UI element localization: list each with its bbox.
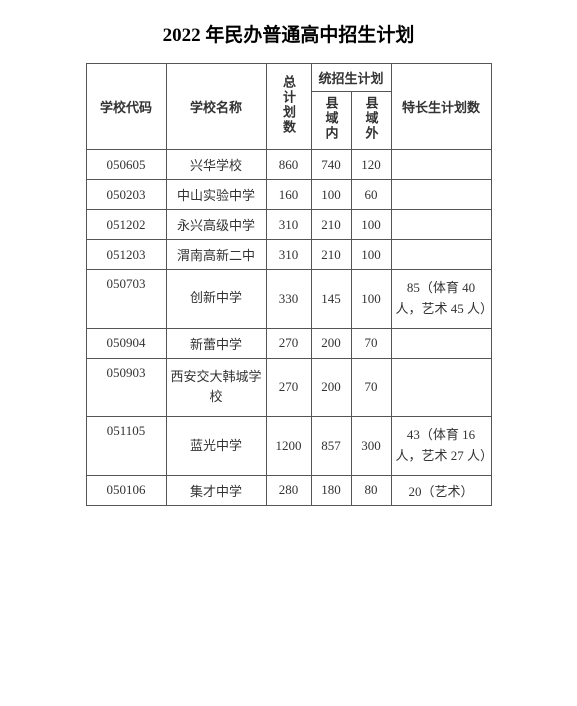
cell-spec — [391, 150, 491, 180]
header-inside: 县域内 — [311, 92, 351, 150]
cell-spec — [391, 358, 491, 417]
table-row: 050903 西安交大韩城学校 270 200 70 — [86, 358, 491, 417]
cell-spec: 43（体育 16 人，艺术 27 人） — [391, 417, 491, 476]
cell-name: 新蕾中学 — [166, 328, 266, 358]
cell-name: 集才中学 — [166, 475, 266, 505]
cell-out: 100 — [351, 240, 391, 270]
header-outside: 县域外 — [351, 92, 391, 150]
cell-code: 051105 — [86, 417, 166, 476]
cell-name: 创新中学 — [166, 270, 266, 329]
table-row: 051202 永兴高级中学 310 210 100 — [86, 210, 491, 240]
cell-total: 310 — [266, 240, 311, 270]
cell-out: 300 — [351, 417, 391, 476]
cell-name: 西安交大韩城学校 — [166, 358, 266, 417]
cell-total: 310 — [266, 210, 311, 240]
cell-name: 永兴高级中学 — [166, 210, 266, 240]
cell-total: 270 — [266, 358, 311, 417]
cell-in: 100 — [311, 180, 351, 210]
cell-in: 740 — [311, 150, 351, 180]
cell-in: 210 — [311, 210, 351, 240]
cell-total: 270 — [266, 328, 311, 358]
cell-total: 330 — [266, 270, 311, 329]
table-row: 050904 新蕾中学 270 200 70 — [86, 328, 491, 358]
cell-in: 200 — [311, 358, 351, 417]
cell-out: 60 — [351, 180, 391, 210]
cell-code: 050605 — [86, 150, 166, 180]
table-row: 051105 蓝光中学 1200 857 300 43（体育 16 人，艺术 2… — [86, 417, 491, 476]
cell-in: 210 — [311, 240, 351, 270]
cell-total: 1200 — [266, 417, 311, 476]
cell-total: 160 — [266, 180, 311, 210]
cell-code: 050703 — [86, 270, 166, 329]
table-row: 050106 集才中学 280 180 80 20（艺术） — [86, 475, 491, 505]
table-body: 050605 兴华学校 860 740 120 050203 中山实验中学 16… — [86, 150, 491, 506]
header-special: 特长生计划数 — [391, 64, 491, 150]
cell-out: 70 — [351, 358, 391, 417]
header-code: 学校代码 — [86, 64, 166, 150]
cell-name: 兴华学校 — [166, 150, 266, 180]
cell-in: 200 — [311, 328, 351, 358]
table-row: 050605 兴华学校 860 740 120 — [86, 150, 491, 180]
cell-out: 100 — [351, 210, 391, 240]
cell-in: 180 — [311, 475, 351, 505]
cell-code: 050203 — [86, 180, 166, 210]
cell-spec — [391, 240, 491, 270]
page-title: 2022 年民办普通高中招生计划 — [20, 20, 557, 47]
cell-in: 145 — [311, 270, 351, 329]
cell-out: 100 — [351, 270, 391, 329]
table-row: 050703 创新中学 330 145 100 85（体育 40 人，艺术 45… — [86, 270, 491, 329]
cell-code: 050904 — [86, 328, 166, 358]
cell-total: 280 — [266, 475, 311, 505]
cell-spec: 85（体育 40 人，艺术 45 人） — [391, 270, 491, 329]
header-total: 总计划数 — [266, 64, 311, 150]
cell-name: 中山实验中学 — [166, 180, 266, 210]
table-row: 050203 中山实验中学 160 100 60 — [86, 180, 491, 210]
cell-in: 857 — [311, 417, 351, 476]
cell-out: 120 — [351, 150, 391, 180]
cell-code: 051202 — [86, 210, 166, 240]
header-unified: 统招生计划 — [311, 64, 391, 92]
cell-name: 蓝光中学 — [166, 417, 266, 476]
cell-total: 860 — [266, 150, 311, 180]
header-name: 学校名称 — [166, 64, 266, 150]
cell-name: 渭南高新二中 — [166, 240, 266, 270]
cell-code: 051203 — [86, 240, 166, 270]
cell-code: 050106 — [86, 475, 166, 505]
cell-spec — [391, 210, 491, 240]
cell-out: 70 — [351, 328, 391, 358]
cell-spec — [391, 328, 491, 358]
enrollment-table: 学校代码 学校名称 总计划数 统招生计划 特长生计划数 县域内 县域外 0506… — [86, 63, 492, 506]
cell-spec — [391, 180, 491, 210]
cell-code: 050903 — [86, 358, 166, 417]
cell-spec: 20（艺术） — [391, 475, 491, 505]
cell-out: 80 — [351, 475, 391, 505]
table-row: 051203 渭南高新二中 310 210 100 — [86, 240, 491, 270]
